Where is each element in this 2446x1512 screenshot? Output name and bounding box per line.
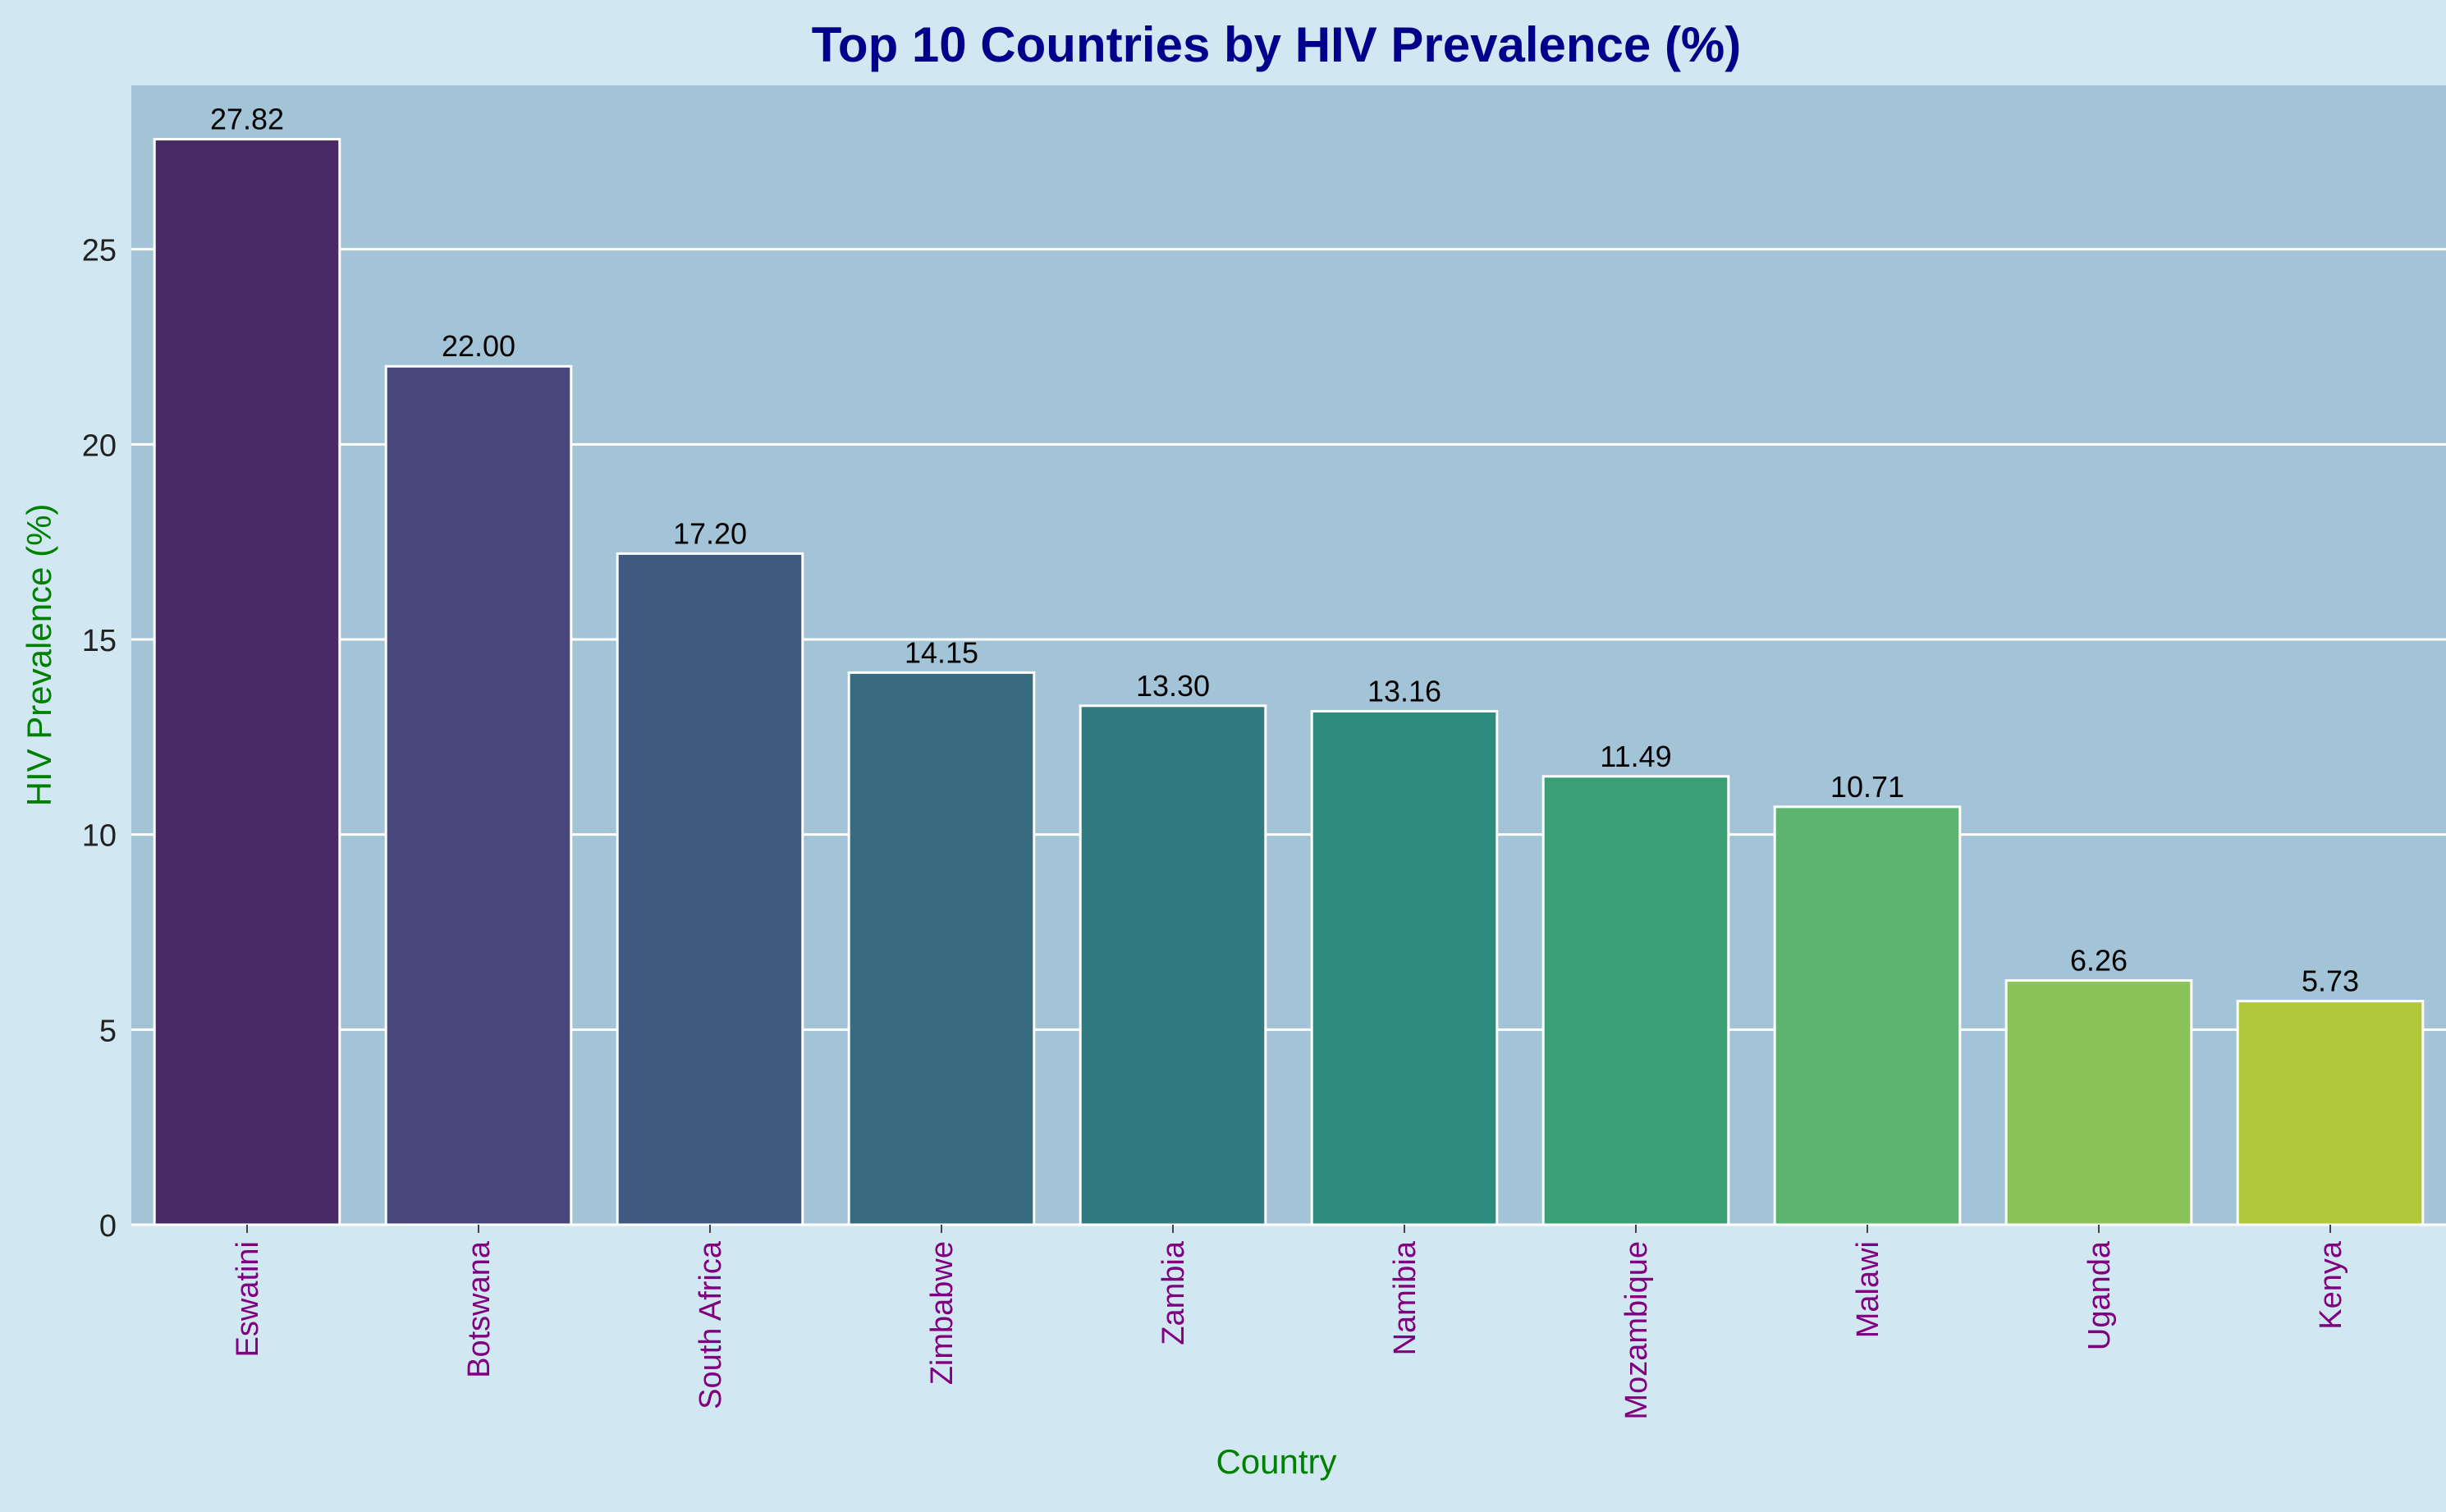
x-axis-ticks: Eswatini Botswana South Africa Zimbabwe Zamb… — [231, 1225, 2348, 1420]
bar — [153, 138, 341, 1226]
bar-value-label: 11.49 — [1600, 740, 1671, 773]
bar-value-label: 13.30 — [1136, 669, 1210, 703]
y-tick-label: 10 — [82, 819, 117, 854]
x-tick-label: Zambia — [1157, 1240, 1191, 1345]
x-tick-label: Kenya — [2314, 1240, 2348, 1330]
bar-value-label: 13.16 — [1367, 674, 1441, 708]
y-tick-label: 20 — [82, 428, 117, 463]
bar-value-label: 14.15 — [905, 635, 978, 669]
x-tick-label: Malawi — [1851, 1241, 1885, 1338]
bar — [2004, 978, 2193, 1226]
bar — [1079, 704, 1267, 1226]
bar — [1773, 805, 1962, 1226]
bar-value-label: 6.26 — [2070, 943, 2128, 977]
bar — [616, 552, 804, 1226]
x-tick-label: Uganda — [2082, 1240, 2117, 1350]
x-tick-label: Botswana — [462, 1240, 497, 1378]
bar-value-label: 17.20 — [673, 516, 747, 550]
bar-value-label: 5.73 — [2302, 964, 2359, 998]
bar — [847, 671, 1036, 1226]
y-tick-label: 5 — [99, 1014, 117, 1048]
y-tick-label: 15 — [82, 624, 117, 658]
bar — [2236, 1000, 2425, 1226]
y-tick-label: 0 — [99, 1209, 117, 1244]
chart-title: Top 10 Countries by HIV Prevalence (%) — [812, 17, 1742, 72]
bar — [1310, 709, 1499, 1226]
bar — [1541, 775, 1730, 1226]
y-tick-label: 25 — [82, 234, 117, 268]
y-axis-label: HIV Prevalence (%) — [20, 504, 58, 807]
bar-value-label: 22.00 — [442, 329, 515, 363]
x-tick-label: South Africa — [694, 1240, 728, 1409]
x-tick-label: Namibia — [1388, 1240, 1422, 1355]
bar — [384, 364, 573, 1226]
x-tick-label: Eswatini — [231, 1241, 265, 1358]
bar-value-label: 10.71 — [1830, 770, 1904, 804]
y-axis-ticks: 0 5 10 15 20 25 — [82, 234, 117, 1244]
bars — [153, 138, 2425, 1226]
bar-value-label: 27.82 — [210, 103, 284, 136]
x-tick-label: Zimbabwe — [925, 1241, 960, 1385]
x-tick-label: Mozambique — [1619, 1241, 1654, 1420]
x-axis-label: Country — [1216, 1442, 1336, 1481]
bar-value-labels: 27.82 22.00 17.20 14.15 13.30 13.16 11.49 10.71… — [210, 103, 2359, 998]
